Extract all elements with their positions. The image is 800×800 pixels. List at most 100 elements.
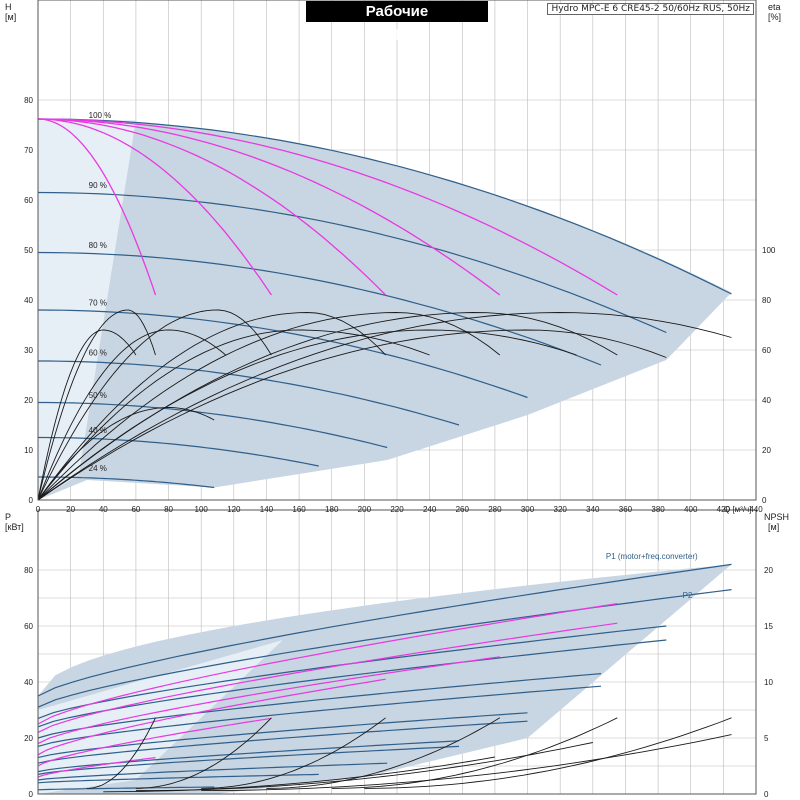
head-curves	[37, 118, 732, 501]
h-tick-label: 30	[24, 346, 33, 355]
h-tick-label: 80	[24, 96, 33, 105]
h-tick-label: 0	[29, 496, 34, 505]
head-curve-blue-4	[38, 360, 460, 426]
npsh-curve-1	[135, 717, 272, 789]
eta-tick-label: 60	[762, 346, 771, 355]
head-curve-magenta-10	[37, 118, 387, 296]
x-tick-label: 340	[586, 505, 600, 514]
efficiency-curve-2	[37, 312, 386, 501]
speed-label-6: 40 %	[89, 426, 107, 435]
x-axis-label: Q [м³/ч]	[724, 505, 751, 514]
head-curve-blue-0	[37, 118, 732, 295]
h-tick-label: 50	[24, 246, 33, 255]
npsh-tick-label: 15	[764, 622, 773, 631]
y-right-unit-top: [%]	[768, 12, 781, 22]
power-label-0: P1 (motor+freq.converter)	[606, 552, 698, 561]
efficiency-curve-0	[37, 309, 156, 501]
power-curve-magenta-15	[37, 656, 500, 745]
power-curve-blue-10	[37, 762, 388, 781]
axis-ticks: 0 20 40 60 80 100 120 140 160 180 200 220 240 260 280 3…	[24, 96, 776, 799]
npsh-curve-5	[364, 717, 732, 789]
h-tick-label: 10	[24, 446, 33, 455]
head-curve-blue-7	[38, 476, 215, 489]
x-tick-label: 400	[684, 505, 698, 514]
power-curve-blue-1	[37, 589, 732, 708]
pump-model-label: Hydro MPC-E 6 CRE45-2 50/60Hz RUS, 50Hz	[547, 3, 754, 15]
p-tick-label: 0	[29, 790, 34, 799]
npsh-tick-label: 5	[764, 734, 769, 743]
low-flow-zone	[38, 120, 136, 500]
h-tick-label: 60	[24, 196, 33, 205]
npsh-curve-0	[86, 717, 156, 789]
x-tick-label: 360	[619, 505, 633, 514]
x-tick-label: 120	[227, 505, 241, 514]
efficiency-curve-11	[37, 407, 215, 501]
efficiency-curve-10	[37, 329, 667, 501]
head-curve-blue-6	[38, 436, 319, 467]
x-tick-label: 280	[488, 505, 502, 514]
x-tick-label: 20	[66, 505, 75, 514]
npsh-curve-3	[266, 717, 501, 789]
x-tick-label: 100	[195, 505, 209, 514]
y-left-unit-bottom: [кВт]	[5, 522, 24, 532]
npsh-curve-8	[103, 756, 495, 793]
power-curve-blue-7	[37, 720, 528, 764]
x-tick-label: 300	[521, 505, 535, 514]
power-curve-magenta-16	[37, 678, 386, 756]
speed-label-5: 50 %	[89, 391, 107, 400]
head-plot-frame	[37, 0, 757, 501]
x-tick-label: 200	[358, 505, 372, 514]
power-label-1: P2	[683, 591, 693, 600]
x-tick-label: 380	[651, 505, 665, 514]
power-curve-blue-9	[37, 745, 460, 775]
p-tick-label: 20	[24, 734, 33, 743]
efficiency-curve-8	[37, 329, 430, 501]
efficiency-curve-5	[37, 312, 732, 501]
x-tick-label: 0	[36, 505, 41, 514]
plot-frames	[37, 0, 757, 795]
npsh-tick-label: 10	[764, 678, 773, 687]
head-curve-magenta-8	[37, 118, 157, 296]
curve-labels: 100 % 90 % 80 % 70 % 60 % 50 % 40 % 24 % P1 (mot…	[89, 111, 698, 600]
eta-tick-label: 80	[762, 296, 771, 305]
h-tick-label: 70	[24, 146, 33, 155]
eta-tick-label: 0	[762, 496, 767, 505]
y-right-label-top: eta	[768, 2, 781, 12]
power-curve-magenta-17	[37, 717, 272, 767]
x-tick-label: 140	[260, 505, 274, 514]
p-tick-label: 40	[24, 678, 33, 687]
power-curve-magenta-13	[37, 603, 618, 725]
head-curve-blue-5	[38, 401, 388, 449]
power-curve-blue-3	[37, 639, 667, 728]
x-tick-label: 40	[99, 505, 108, 514]
x-tick-label: 440	[749, 505, 763, 514]
eta-tick-label: 20	[762, 446, 771, 455]
x-tick-label: 180	[325, 505, 339, 514]
head-curve-magenta-9	[37, 118, 272, 296]
x-tick-label: 260	[456, 505, 470, 514]
power-curve-blue-4	[37, 673, 602, 739]
power-curve-blue-6	[37, 712, 528, 759]
head-envelope	[38, 119, 732, 500]
eta-tick-label: 40	[762, 396, 771, 405]
p-tick-label: 80	[24, 566, 33, 575]
operating-envelope	[38, 119, 732, 500]
speed-label-7: 24 %	[89, 464, 107, 473]
npsh-tick-label: 20	[764, 566, 773, 575]
efficiency-curve-1	[37, 309, 272, 501]
npsh-curve-6	[201, 734, 732, 792]
power-curve-blue-5	[37, 685, 602, 747]
axis-labels: H [м] eta [%] Q [м³/ч] P [кВт] NPSH [м]	[5, 2, 789, 532]
y-right-label-bottom: NPSH	[764, 512, 789, 522]
power-curve-blue-12	[37, 786, 215, 791]
x-tick-label: 420	[717, 505, 731, 514]
power-curves	[37, 563, 732, 793]
h-tick-label: 20	[24, 396, 33, 405]
y-right-unit-bottom: [м]	[768, 522, 779, 532]
npsh-curve-4	[331, 717, 618, 789]
speed-label-4: 60 %	[89, 349, 107, 358]
h-tick-label: 40	[24, 296, 33, 305]
x-tick-label: 160	[292, 505, 306, 514]
x-tick-label: 320	[554, 505, 568, 514]
